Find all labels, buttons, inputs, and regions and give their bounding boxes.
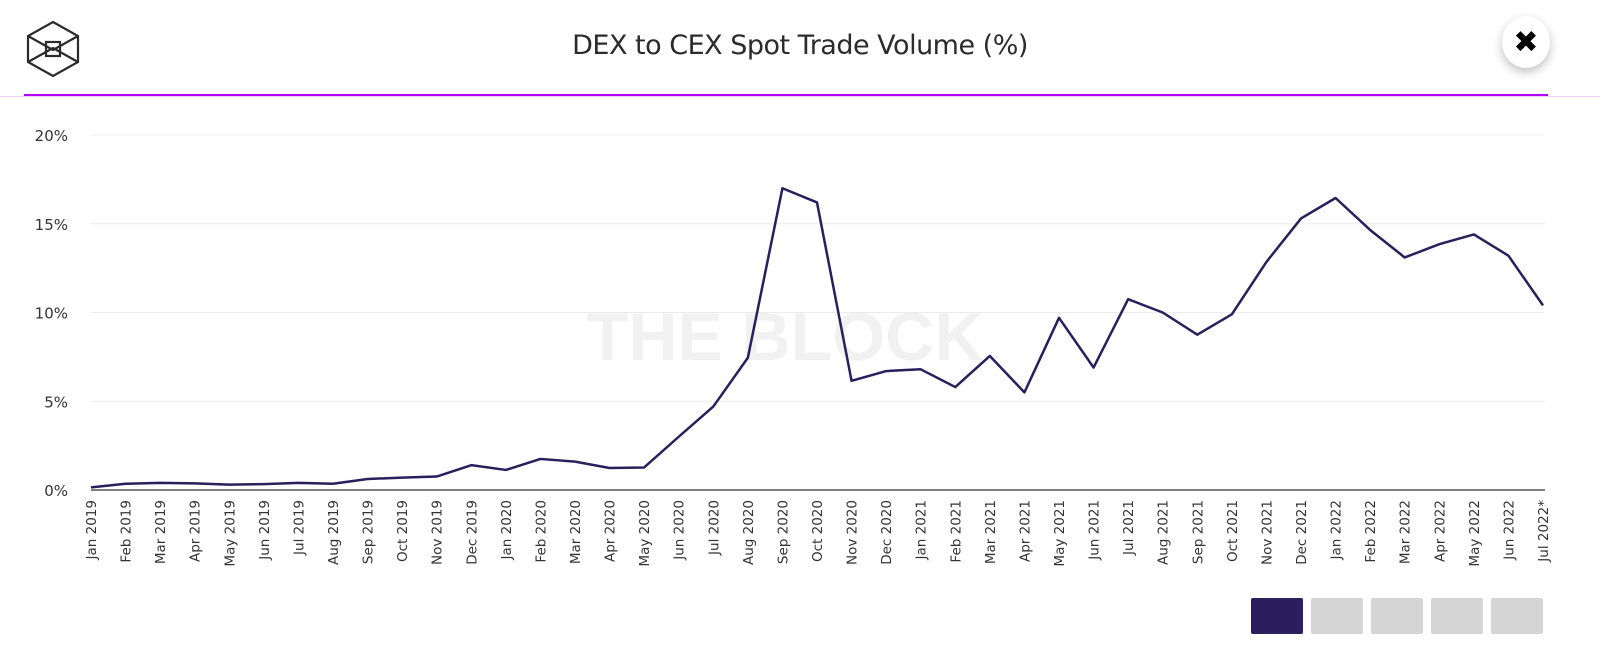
x-tick-label: Jul 2022*: [1536, 500, 1552, 563]
x-tick-label: Oct 2019: [395, 500, 411, 562]
x-tick-label: Feb 2019: [119, 500, 135, 563]
chart-title: DEX to CEX Spot Trade Volume (%): [572, 30, 1028, 61]
pager-button[interactable]: [1491, 598, 1543, 634]
x-tick-label: Jan 2020: [499, 500, 515, 560]
x-tick-label: Apr 2020: [603, 500, 619, 562]
x-tick-label: Jan 2022: [1329, 500, 1345, 560]
y-tick-label: 20%: [35, 127, 68, 145]
x-tick-label: Jun 2022: [1501, 500, 1517, 561]
y-tick-label: 0%: [44, 482, 68, 500]
x-tick-label: Aug 2020: [741, 500, 757, 565]
line-chart: THE BLOCK 0% 5% 10% 15% 20% Jan 2019 Feb 2019 M…: [35, 127, 1552, 567]
x-tick-label: Mar 2020: [568, 500, 584, 564]
chart-header: DEX to CEX Spot Trade Volume (%) ✖: [0, 0, 1600, 94]
chart-pager: [1251, 598, 1543, 634]
y-tick-label: 15%: [35, 216, 68, 234]
pager-button[interactable]: [1251, 598, 1303, 634]
x-tick-label: Jul 2019: [291, 500, 307, 556]
x-tick-label: May 2022: [1467, 500, 1483, 567]
y-tick-label: 10%: [35, 305, 68, 323]
x-tick-label: Jan 2021: [914, 500, 930, 560]
x-tick-label: Nov 2020: [845, 500, 861, 565]
series-line: [90, 187, 1545, 489]
x-tick-label: Nov 2019: [430, 500, 446, 565]
x-tick-label: Mar 2022: [1398, 500, 1414, 564]
x-tick-label: Dec 2019: [464, 500, 480, 565]
x-tick-label: May 2020: [637, 500, 653, 567]
x-tick-label: Mar 2019: [153, 500, 169, 564]
x-tick-label: Apr 2019: [188, 500, 204, 562]
x-tick-label: Sep 2020: [775, 500, 791, 564]
x-tick-label: Jun 2020: [672, 500, 688, 561]
x-tick-label: Oct 2021: [1225, 500, 1241, 562]
the-block-logo-icon: [26, 20, 80, 78]
x-tick-label: May 2019: [222, 500, 238, 567]
x-tick-label: Mar 2021: [983, 500, 999, 564]
pager-button[interactable]: [1311, 598, 1363, 634]
x-tick-label: May 2021: [1052, 500, 1068, 567]
x-tick-label: Oct 2020: [810, 500, 826, 562]
pager-button[interactable]: [1371, 598, 1423, 634]
x-tick-label: Feb 2021: [948, 500, 964, 563]
x-tick-label: Sep 2021: [1190, 500, 1206, 564]
x-tick-label: Dec 2021: [1294, 500, 1310, 565]
x-tick-label: Dec 2020: [879, 500, 895, 565]
close-icon: ✖: [1513, 24, 1539, 60]
x-tick-label: Feb 2020: [533, 500, 549, 563]
watermark: THE BLOCK: [587, 299, 984, 375]
x-tick-label: Aug 2021: [1156, 500, 1172, 565]
x-tick-label: Jun 2019: [257, 500, 273, 561]
x-tick-label: Apr 2022: [1432, 500, 1448, 562]
x-tick-label: Sep 2019: [361, 500, 377, 564]
x-tick-label: Apr 2021: [1017, 500, 1033, 562]
x-tick-label: Jan 2019: [84, 500, 100, 560]
x-tick-label: Jul 2021: [1121, 500, 1137, 556]
divider: [0, 96, 1600, 97]
x-tick-label: Jun 2021: [1087, 500, 1103, 561]
accent-divider: [24, 94, 1548, 96]
x-tick-label: Feb 2022: [1363, 500, 1379, 563]
x-tick-label: Nov 2021: [1259, 500, 1275, 565]
close-button[interactable]: ✖: [1502, 16, 1550, 68]
x-tick-label: Jul 2020: [706, 500, 722, 556]
pager-button[interactable]: [1431, 598, 1483, 634]
x-tick-label: Aug 2019: [326, 500, 342, 565]
y-tick-label: 5%: [44, 393, 68, 411]
